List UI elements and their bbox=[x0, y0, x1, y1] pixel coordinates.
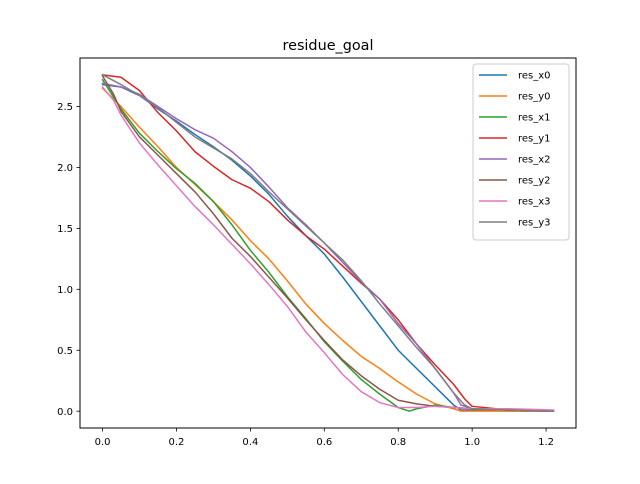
axes-frame bbox=[79, 57, 577, 429]
legend-label-res_x1: res_x1 bbox=[518, 113, 551, 124]
legend: res_x0 res_y0 res_x1 res_y1 res_x2 res_y2 res_… bbox=[472, 63, 570, 241]
plot-area bbox=[101, 73, 555, 412]
y-axis: 0.0 0.5 1.0 1.5 2.0 2.5 bbox=[57, 102, 80, 418]
y-tick-label: 0.5 bbox=[57, 346, 73, 357]
x-tick-label: 0.0 bbox=[95, 437, 111, 448]
series-line-res_y0 bbox=[101, 87, 555, 412]
x-tick-label: 1.2 bbox=[538, 437, 554, 448]
y-tick-label: 0.0 bbox=[57, 407, 73, 418]
legend-label-res_y2: res_y2 bbox=[518, 176, 551, 187]
legend-label-res_x2: res_x2 bbox=[518, 155, 551, 166]
series-line-res_y1 bbox=[101, 73, 555, 412]
legend-label-res_y1: res_y1 bbox=[518, 134, 551, 145]
y-tick-label: 1.0 bbox=[57, 285, 73, 296]
x-tick-label: 0.4 bbox=[242, 437, 258, 448]
x-axis: 0.0 0.2 0.4 0.6 0.8 1.0 1.2 bbox=[95, 428, 554, 448]
legend-box bbox=[472, 63, 570, 241]
x-tick-label: 0.2 bbox=[169, 437, 185, 448]
legend-label-res_y0: res_y0 bbox=[518, 92, 551, 103]
legend-label-res_x3: res_x3 bbox=[518, 197, 551, 208]
y-tick-label: 2.5 bbox=[57, 102, 73, 113]
legend-label-res_x0: res_x0 bbox=[518, 71, 551, 82]
legend-label-res_y3: res_y3 bbox=[518, 218, 551, 229]
series-line-res_x3 bbox=[101, 85, 555, 411]
series-line-res_y3 bbox=[101, 73, 555, 412]
y-tick-label: 1.5 bbox=[57, 224, 73, 235]
x-tick-label: 1.0 bbox=[464, 437, 480, 448]
x-tick-label: 0.8 bbox=[390, 437, 406, 448]
y-tick-label: 2.0 bbox=[57, 163, 73, 174]
x-tick-label: 0.6 bbox=[316, 437, 332, 448]
chart-title: residue_goal bbox=[282, 38, 373, 54]
